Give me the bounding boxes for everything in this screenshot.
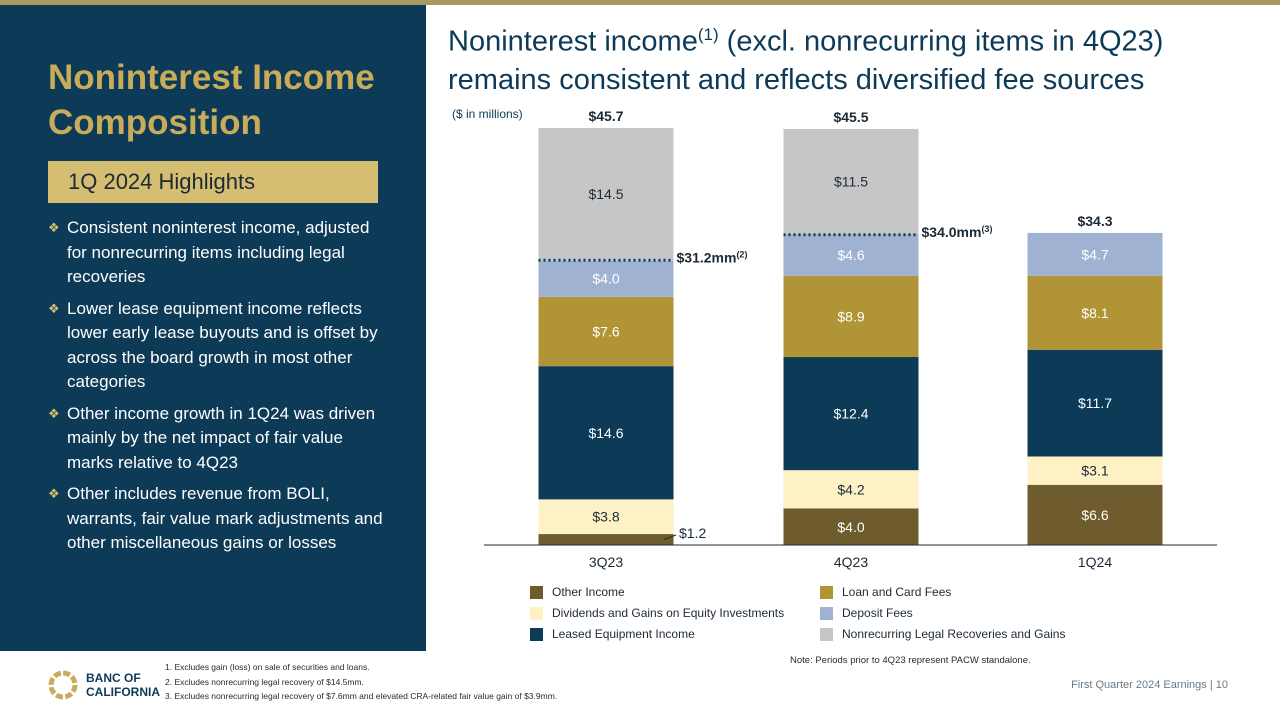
data-label: $6.6 bbox=[1081, 507, 1108, 523]
data-label: $4.0 bbox=[592, 271, 619, 287]
data-label: $1.2 bbox=[679, 525, 706, 541]
total-label: $34.3 bbox=[1077, 213, 1112, 229]
bar-segment bbox=[538, 296, 674, 367]
sidebar-panel: Noninterest Income Composition 1Q 2024 H… bbox=[0, 5, 426, 651]
legend-label: Other Income bbox=[552, 585, 625, 599]
legend-swatch bbox=[530, 607, 543, 620]
bar-segment bbox=[538, 128, 674, 261]
footnote-3: 3. Excludes nonrecurring legal recovery … bbox=[165, 691, 558, 701]
highlight-item: ❖ Consistent noninterest income, adjusted… bbox=[48, 216, 388, 290]
logo-line1: BANC OF bbox=[86, 671, 141, 685]
data-label: $3.1 bbox=[1081, 463, 1108, 479]
legend-swatch bbox=[820, 607, 833, 620]
highlight-text: Other includes revenue from BOLI, warran… bbox=[67, 484, 383, 552]
legend-label: Dividends and Gains on Equity Investment… bbox=[552, 606, 785, 620]
bar-segment bbox=[1027, 456, 1163, 485]
bar-segment bbox=[783, 128, 919, 234]
page-title: Noninterest income(1) (excl. nonrecurrin… bbox=[448, 16, 1268, 99]
bar-segment bbox=[783, 233, 919, 276]
diamond-bullet-icon: ❖ bbox=[48, 405, 60, 421]
highlight-text: Other income growth in 1Q24 was driven m… bbox=[67, 403, 376, 472]
top-accent-bar bbox=[0, 0, 1280, 5]
footer-page-info: First Quarter 2024 Earnings | 10 bbox=[1071, 679, 1228, 691]
legend-swatch bbox=[820, 586, 833, 599]
data-label: $3.8 bbox=[592, 509, 619, 525]
legend-label: Leased Equipment Income bbox=[552, 627, 695, 641]
diamond-bullet-icon: ❖ bbox=[48, 220, 60, 235]
adjusted-total-label: $31.2mm(2) bbox=[677, 249, 748, 265]
bar-segment bbox=[783, 508, 919, 545]
legend-label: Nonrecurring Legal Recoveries and Gains bbox=[842, 627, 1066, 641]
data-label: $7.6 bbox=[592, 323, 619, 339]
x-tick-label: 3Q23 bbox=[589, 554, 623, 570]
bar-segment bbox=[538, 499, 674, 535]
data-label: $4.6 bbox=[837, 247, 864, 263]
footnote-1: 1. Excludes gain (loss) on sale of secur… bbox=[165, 662, 370, 672]
data-label: $12.4 bbox=[833, 406, 868, 422]
total-label: $45.7 bbox=[588, 108, 623, 124]
logo-line2: CALIFORNIA bbox=[86, 685, 160, 699]
title-part2: (excl. nonrecurring items in 4Q23) remai… bbox=[448, 25, 1164, 96]
x-tick-label: 4Q23 bbox=[834, 554, 868, 570]
total-label: $45.5 bbox=[833, 109, 868, 125]
data-label: $14.5 bbox=[588, 186, 623, 202]
highlight-item: ❖ Lower lease equipment income reflects l… bbox=[48, 297, 388, 395]
highlight-item: ❖ Other income growth in 1Q24 was driven … bbox=[48, 402, 388, 476]
adjusted-total-label: $34.0mm(3) bbox=[922, 224, 993, 240]
data-label: $4.2 bbox=[837, 481, 864, 497]
bar-segment bbox=[1027, 349, 1163, 457]
title-footnote-ref: (1) bbox=[697, 25, 719, 44]
highlight-text: Consistent noninterest income, adjusted … bbox=[67, 218, 370, 286]
footnote-2: 2. Excludes nonrecurring legal recovery … bbox=[165, 676, 364, 687]
bar-segment bbox=[1027, 232, 1163, 276]
legend-swatch bbox=[530, 586, 543, 599]
highlights-list: ❖ Consistent noninterest income, adjusted… bbox=[48, 216, 388, 563]
bar-segment bbox=[538, 366, 674, 500]
data-label: $14.6 bbox=[588, 425, 623, 441]
units-label: ($ in millions) bbox=[452, 107, 523, 121]
standalone-note: Note: Periods prior to 4Q23 represent PA… bbox=[790, 655, 1031, 666]
data-label: $8.9 bbox=[837, 308, 864, 324]
x-tick-label: 1Q24 bbox=[1078, 554, 1112, 570]
diamond-bullet-icon: ❖ bbox=[48, 486, 60, 501]
data-label: $4.7 bbox=[1081, 246, 1108, 262]
data-label: $8.1 bbox=[1081, 305, 1108, 321]
diamond-bullet-icon: ❖ bbox=[48, 300, 60, 316]
highlight-text: Lower lease equipment income reflects lo… bbox=[67, 298, 378, 392]
legend-swatch bbox=[820, 628, 833, 641]
bar-segment bbox=[1027, 484, 1163, 545]
legend-label: Deposit Fees bbox=[842, 606, 913, 620]
bar-segment bbox=[783, 275, 919, 358]
highlights-header: 1Q 2024 Highlights bbox=[48, 161, 378, 203]
title-part1: Noninterest income bbox=[448, 25, 698, 58]
legend-label: Loan and Card Fees bbox=[842, 585, 952, 599]
legend-swatch bbox=[530, 628, 543, 641]
bar-segment bbox=[538, 260, 674, 297]
banc-of-california-logo-icon bbox=[48, 670, 78, 700]
bar-segment bbox=[783, 470, 919, 509]
leader-line bbox=[663, 534, 677, 540]
bar-segment bbox=[783, 357, 919, 471]
data-label: $11.5 bbox=[834, 173, 868, 189]
data-label: $4.0 bbox=[837, 519, 864, 535]
footnotes: 1. Excludes gain (loss) on sale of secur… bbox=[165, 660, 557, 704]
data-label: $11.7 bbox=[1078, 395, 1112, 411]
highlights-label: 1Q 2024 Highlights bbox=[68, 169, 256, 194]
bar-segment bbox=[1027, 275, 1163, 350]
logo-wordmark: BANC OF CALIFORNIA bbox=[86, 671, 176, 699]
highlight-item: ❖ Other includes revenue from BOLI, warra… bbox=[48, 482, 388, 556]
sidebar-title: Noninterest Income Composition bbox=[48, 58, 375, 142]
bar-segment bbox=[538, 534, 674, 545]
